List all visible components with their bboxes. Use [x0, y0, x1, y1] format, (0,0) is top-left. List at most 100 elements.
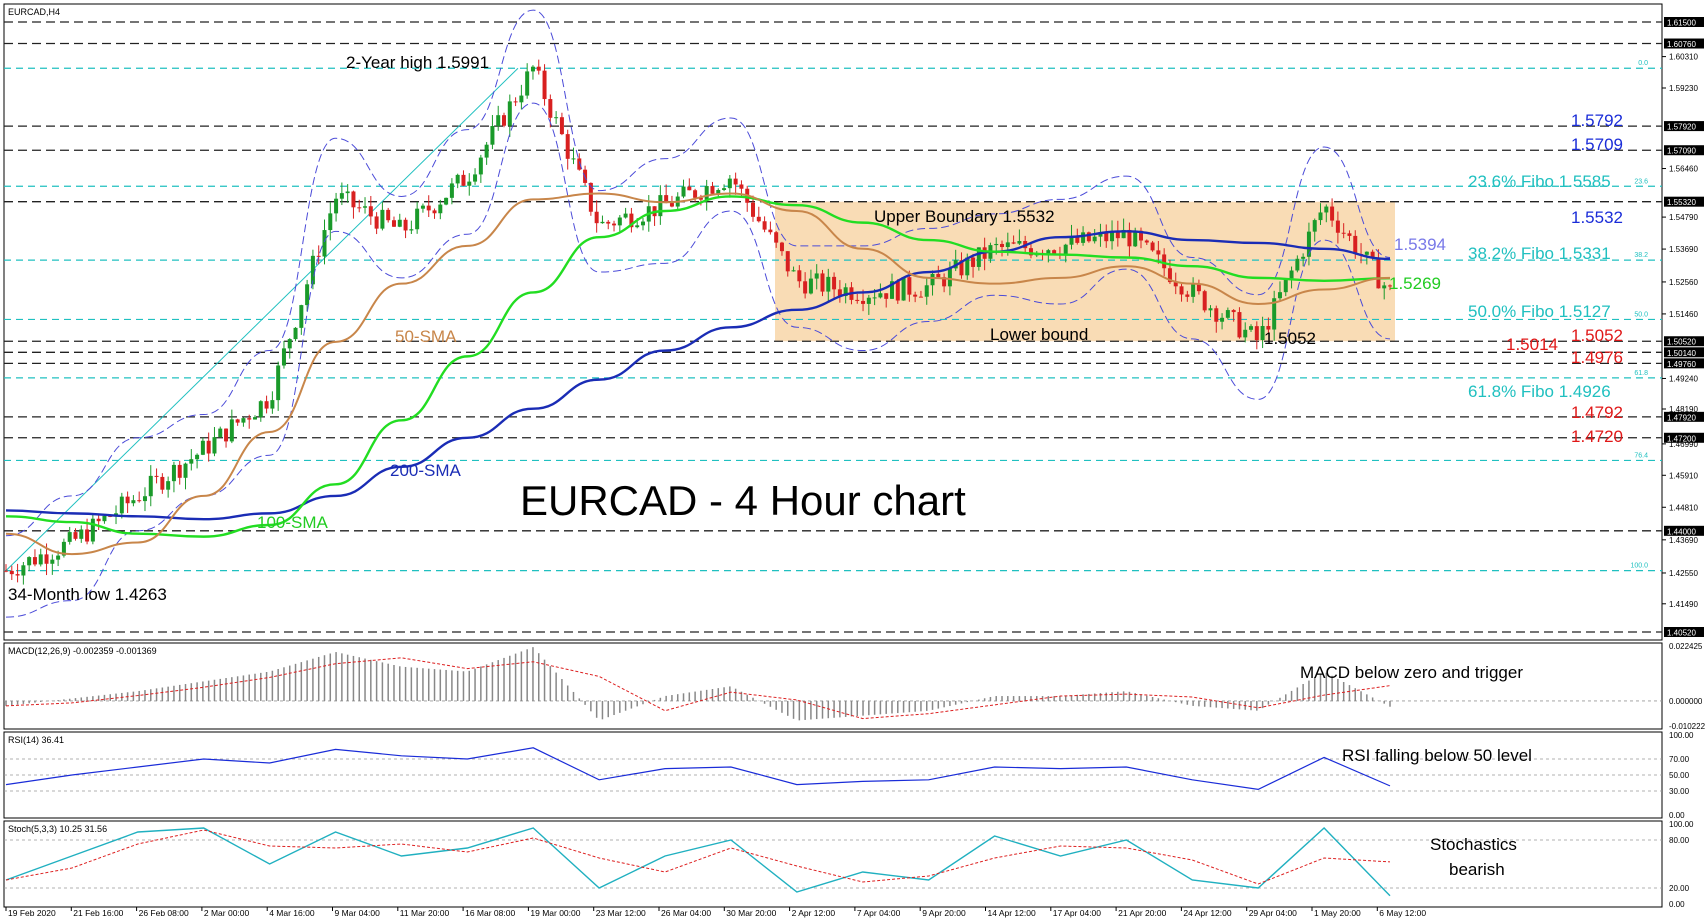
axis-boxed-price: [1664, 196, 1704, 207]
s1-label: 1.5052: [1571, 326, 1623, 345]
rsi-tick-label: 100.00: [1669, 731, 1694, 740]
oscillators: 0.0224250.000000-0.010222100.0070.0050.0…: [4, 642, 1706, 909]
candle-body: [687, 186, 692, 191]
candle-body: [357, 207, 362, 209]
fibo-level-tag: 23.6: [1634, 178, 1648, 185]
candle-body: [345, 191, 350, 194]
candle-body: [1104, 232, 1109, 242]
candle-body: [195, 454, 200, 460]
candle-body: [386, 209, 391, 221]
candle-body: [617, 217, 622, 226]
candle-body: [4, 570, 8, 572]
candle-body: [189, 459, 194, 464]
horizontal-levels: [4, 21, 1662, 633]
candle-body: [85, 529, 90, 542]
macd-signal-line: [5, 657, 1391, 720]
candle-body: [664, 195, 669, 204]
candle-body: [751, 202, 756, 217]
candle-body: [1306, 231, 1311, 257]
candle-body: [554, 117, 559, 119]
axis-tick-label: 1.54790: [1669, 213, 1698, 222]
candle-body: [287, 339, 292, 349]
candle-body: [235, 419, 240, 423]
axis-boxed-label: 1.50520: [1667, 338, 1696, 347]
axis-tick-label: 1.44810: [1669, 503, 1698, 512]
axis-tick-label: 1.49240: [1669, 374, 1698, 383]
rsi-tick-label: 70.00: [1669, 755, 1690, 764]
time-tick-label: 2 Mar 00:00: [204, 908, 250, 918]
fibo-level-tag: 50.0: [1634, 311, 1648, 318]
rsi-line: [5, 747, 1391, 791]
candle-body: [658, 195, 663, 217]
candle-body: [698, 197, 703, 200]
fibo-level-tag: 38.2: [1634, 252, 1648, 259]
axis-boxed-price: [1664, 38, 1704, 49]
candle-body: [1272, 298, 1277, 330]
candle-body: [1086, 232, 1091, 242]
macd-panel-frame: [3, 642, 1663, 730]
candle-body: [183, 463, 188, 478]
fibo50-label: 50.0% Fibo 1.5127: [1468, 302, 1611, 321]
candle-body: [1202, 291, 1207, 311]
candle-body: [976, 247, 981, 267]
candle-body: [1069, 236, 1074, 245]
sma200-line: [5, 230, 1391, 521]
candle-body: [762, 221, 767, 230]
candle-body: [473, 174, 478, 182]
time-tick-label: 9 Mar 04:00: [335, 908, 381, 918]
candle-body: [409, 229, 414, 231]
candle-body: [693, 190, 698, 198]
candle-body: [739, 184, 744, 189]
s4-label: 1.4792: [1571, 403, 1623, 422]
candle-body: [774, 232, 779, 243]
axis-boxed-price: [1664, 17, 1704, 27]
candle-body: [438, 204, 443, 214]
rsi-tick-label: 30.00: [1669, 787, 1690, 796]
axis-tick-label: 1.42550: [1669, 569, 1698, 578]
candle-body: [832, 276, 837, 290]
candle-body: [1214, 308, 1219, 322]
macd-tick-label: 0.000000: [1669, 697, 1703, 706]
low-1-5052-label: 1.5052: [1264, 329, 1316, 348]
candle-body: [1167, 268, 1172, 283]
candle-body: [403, 219, 408, 231]
candle-body: [1017, 241, 1022, 244]
candle-body: [1005, 242, 1010, 248]
sma200-label: 200-SMA: [390, 461, 462, 480]
candle-body: [79, 529, 84, 539]
candle-body: [391, 220, 396, 227]
sma100-line: [5, 195, 1391, 538]
candle-body: [791, 270, 796, 272]
candle-body: [21, 565, 26, 576]
fibo-level-tag: 100.0: [1630, 563, 1648, 570]
candle-body: [1324, 206, 1329, 213]
time-tick-label: 30 Mar 20:00: [726, 908, 776, 918]
candle-body: [253, 417, 258, 420]
candle-body: [924, 285, 929, 297]
candle-body: [565, 134, 570, 159]
two-year-high-label: 2-Year high 1.5991: [346, 53, 489, 72]
axis-tick-label: 1.41490: [1669, 600, 1698, 609]
candle-body: [171, 464, 176, 482]
candle-body: [415, 208, 420, 230]
candle-body: [200, 440, 205, 455]
axis-boxed-label: 1.44000: [1667, 527, 1696, 536]
candle-body: [484, 144, 489, 158]
candle-body: [669, 203, 674, 207]
axis-tick-label: 1.60310: [1669, 53, 1698, 62]
stoch-note-2: bearish: [1449, 860, 1505, 879]
candle-body: [913, 294, 918, 297]
axis-boxed-label: 1.61500: [1667, 19, 1696, 28]
candle-body: [44, 554, 49, 564]
s3-label: 1.4976: [1571, 348, 1623, 367]
candle-body: [1046, 250, 1051, 255]
candle-body: [293, 327, 298, 340]
candle-body: [420, 205, 425, 209]
candle-body: [119, 496, 124, 514]
candle-body: [1382, 285, 1387, 289]
fibonacci-levels: 0.0 23.6 38.2 50.0 61.8 76.4 100.0: [4, 60, 1662, 572]
sma50-line: [5, 192, 1391, 556]
candle-body: [368, 206, 373, 217]
candle-body: [635, 225, 640, 228]
candle-body: [930, 273, 935, 286]
